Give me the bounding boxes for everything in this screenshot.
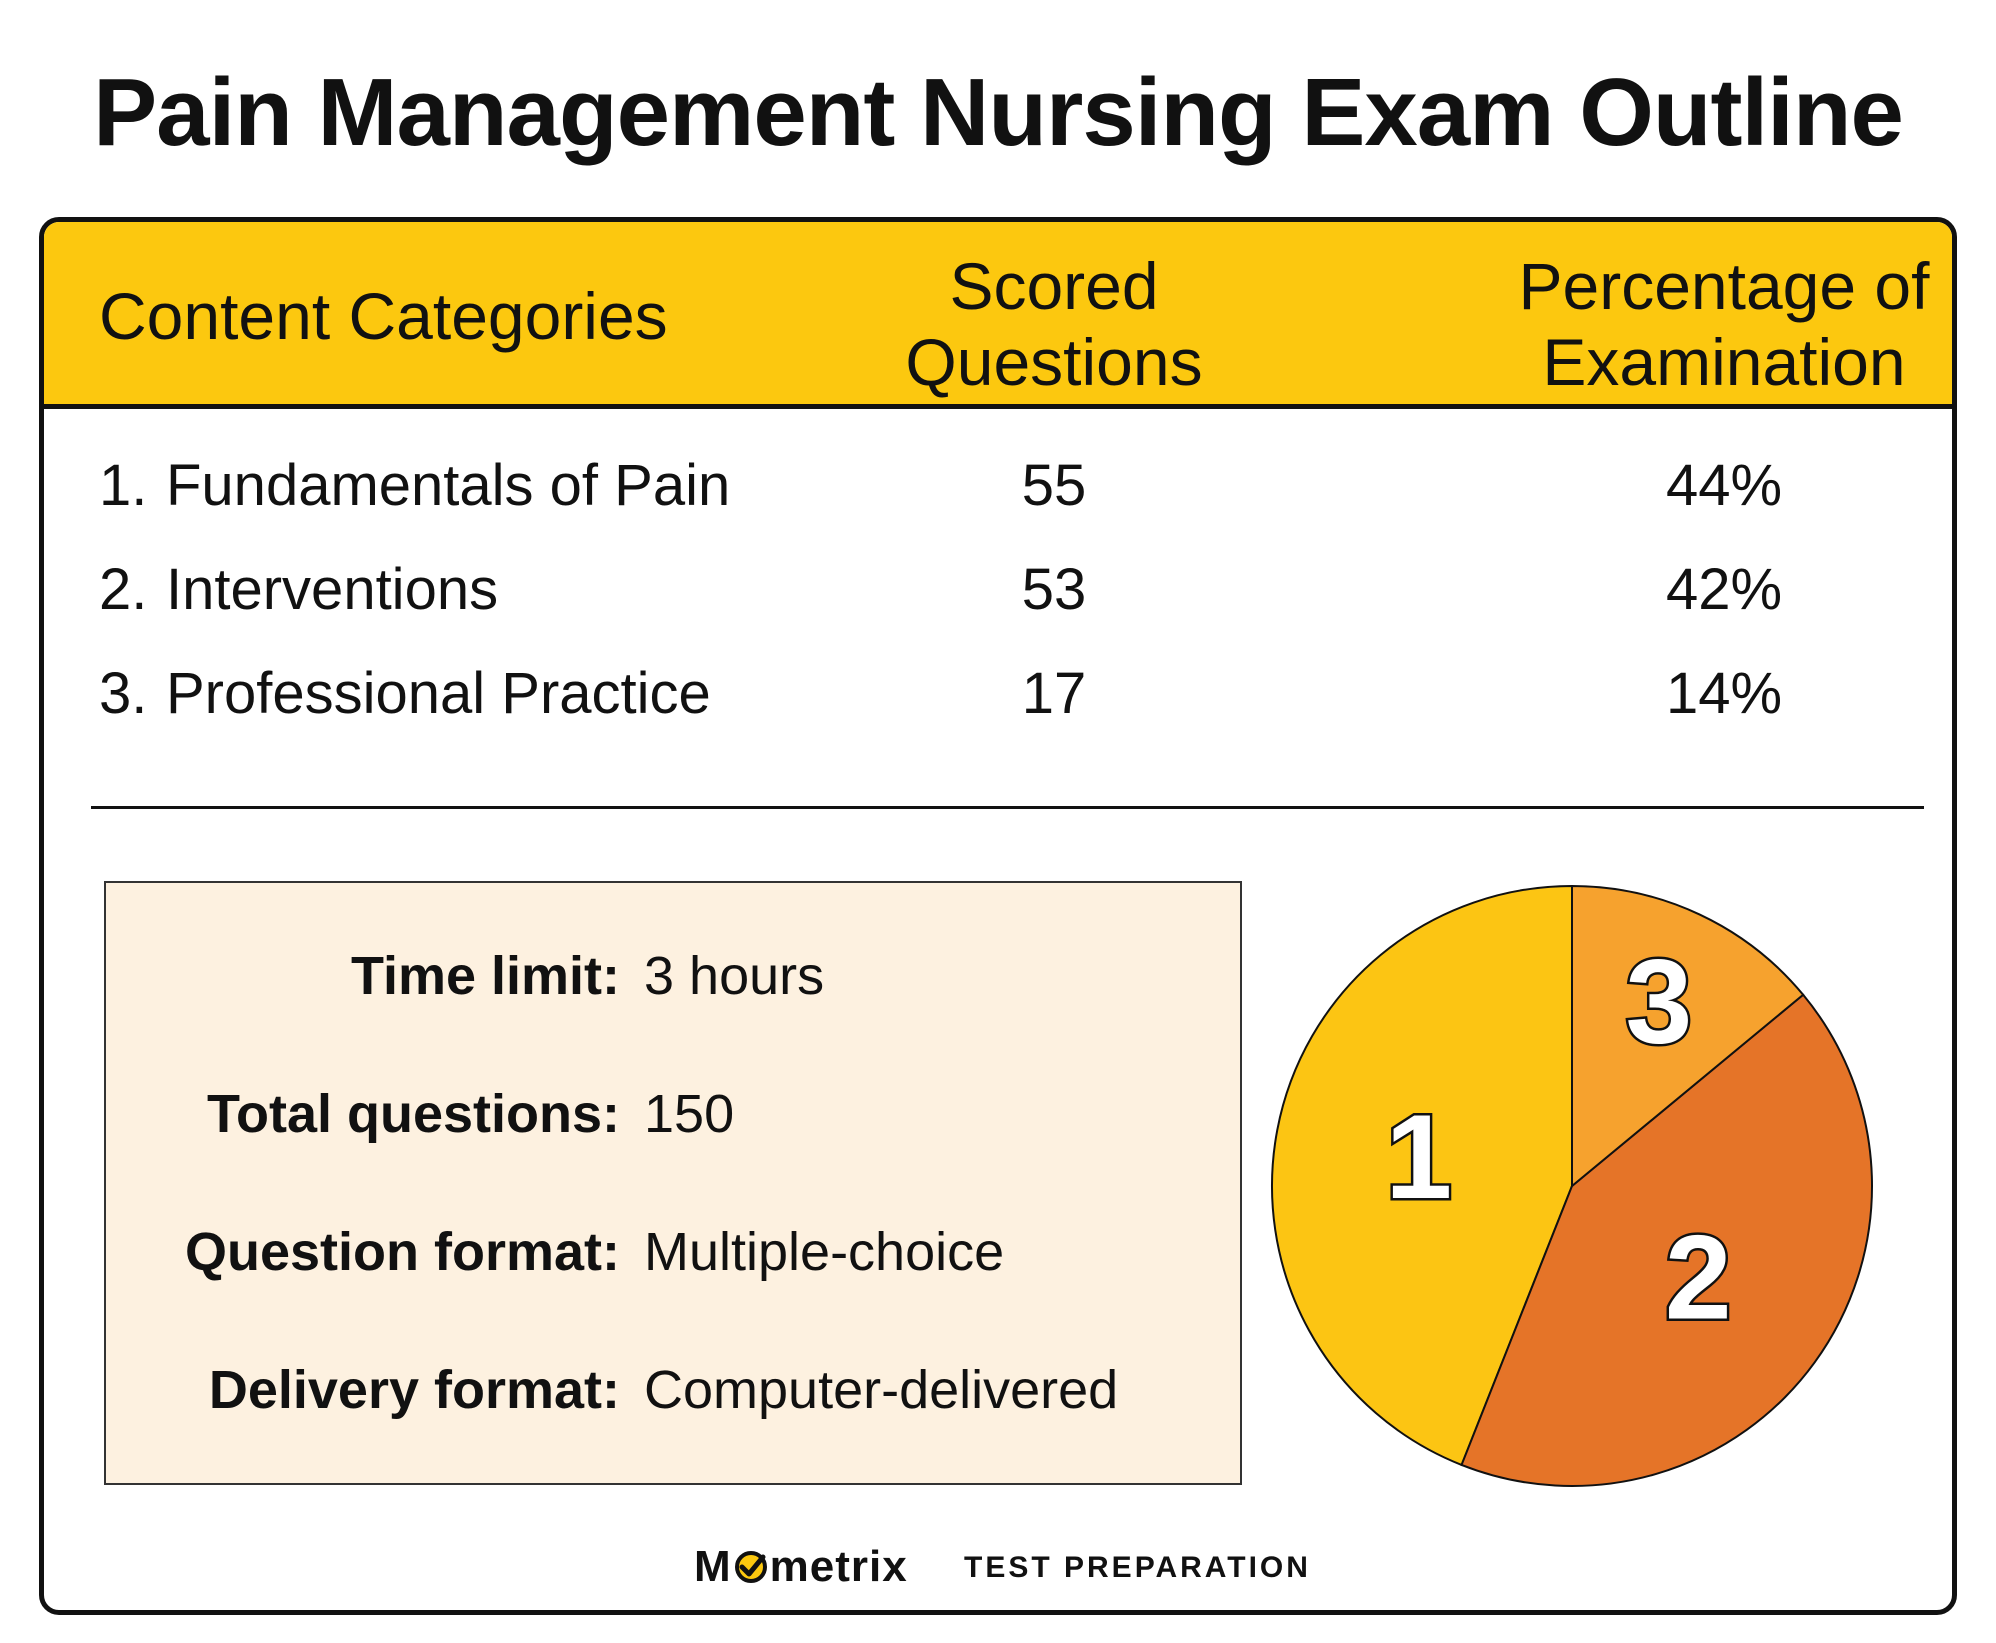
table-header: Content Categories Scored Questions Perc…: [44, 222, 1952, 409]
brand-tagline: TEST PREPARATION: [964, 1551, 1311, 1584]
exam-info-box: Time limit: 3 hours Total questions: 150…: [104, 881, 1242, 1485]
delivery-format-label: Delivery format:: [208, 1360, 620, 1420]
row-category: Professional Practice: [166, 661, 711, 726]
pie-slice-3: [1571, 884, 1805, 1189]
question-format-label: Question format:: [184, 1222, 620, 1282]
row-percent: 44%: [1665, 453, 1783, 518]
question-format-value: Multiple-choice: [644, 1222, 1005, 1282]
pie-slice-2: [1460, 993, 1873, 1487]
row-questions: 55: [1021, 453, 1087, 518]
time-limit-value: 3 hours: [644, 946, 825, 1006]
exam-pie-chart: 1 2 3: [1271, 884, 1873, 1487]
row-number: 1.: [99, 453, 148, 518]
info-row-time-limit: Time limit: 3 hours: [106, 945, 1240, 1015]
header-scored-line1: Scored: [949, 249, 1159, 323]
pie-label-3: 3: [1625, 934, 1692, 1068]
page-title: Pain Management Nursing Exam Outline: [93, 59, 1904, 166]
exam-outline-card: Content Categories Scored Questions Perc…: [39, 217, 1957, 1615]
table-row: 1. Fundamentals of Pain 55 44%: [44, 452, 1952, 542]
pie-label-1: 1: [1385, 1090, 1452, 1224]
pie-slice-1: [1271, 884, 1573, 1467]
row-percent: 14%: [1665, 661, 1783, 726]
row-category: Interventions: [166, 557, 499, 622]
header-percentage: Percentage of Examination: [1464, 248, 1952, 400]
row-questions: 53: [1021, 557, 1087, 622]
checkmark-o-icon: [734, 1551, 767, 1583]
row-number: 3.: [99, 661, 148, 726]
row-category: Fundamentals of Pain: [166, 453, 731, 518]
time-limit-label: Time limit:: [350, 946, 620, 1006]
info-row-total-questions: Total questions: 150: [106, 1083, 1240, 1153]
header-pct-line1: Percentage of: [1518, 249, 1930, 323]
section-divider: [91, 806, 1924, 809]
header-content-categories: Content Categories: [99, 279, 668, 353]
header-scored-line2: Questions: [905, 325, 1203, 399]
header-scored-questions: Scored Questions: [864, 248, 1244, 400]
row-questions: 17: [1021, 661, 1087, 726]
table-row: 3. Professional Practice 17 14%: [44, 660, 1952, 750]
total-questions-value: 150: [644, 1084, 735, 1144]
info-row-question-format: Question format: Multiple-choice: [106, 1221, 1240, 1291]
table-row: 2. Interventions 53 42%: [44, 556, 1952, 646]
pie-label-2: 2: [1665, 1211, 1732, 1345]
header-pct-line2: Examination: [1542, 325, 1906, 399]
total-questions-label: Total questions:: [207, 1084, 620, 1144]
row-percent: 42%: [1665, 557, 1783, 622]
info-row-delivery-format: Delivery format: Computer-delivered: [106, 1359, 1240, 1429]
row-number: 2.: [99, 557, 148, 622]
delivery-format-value: Computer-delivered: [644, 1360, 1119, 1420]
